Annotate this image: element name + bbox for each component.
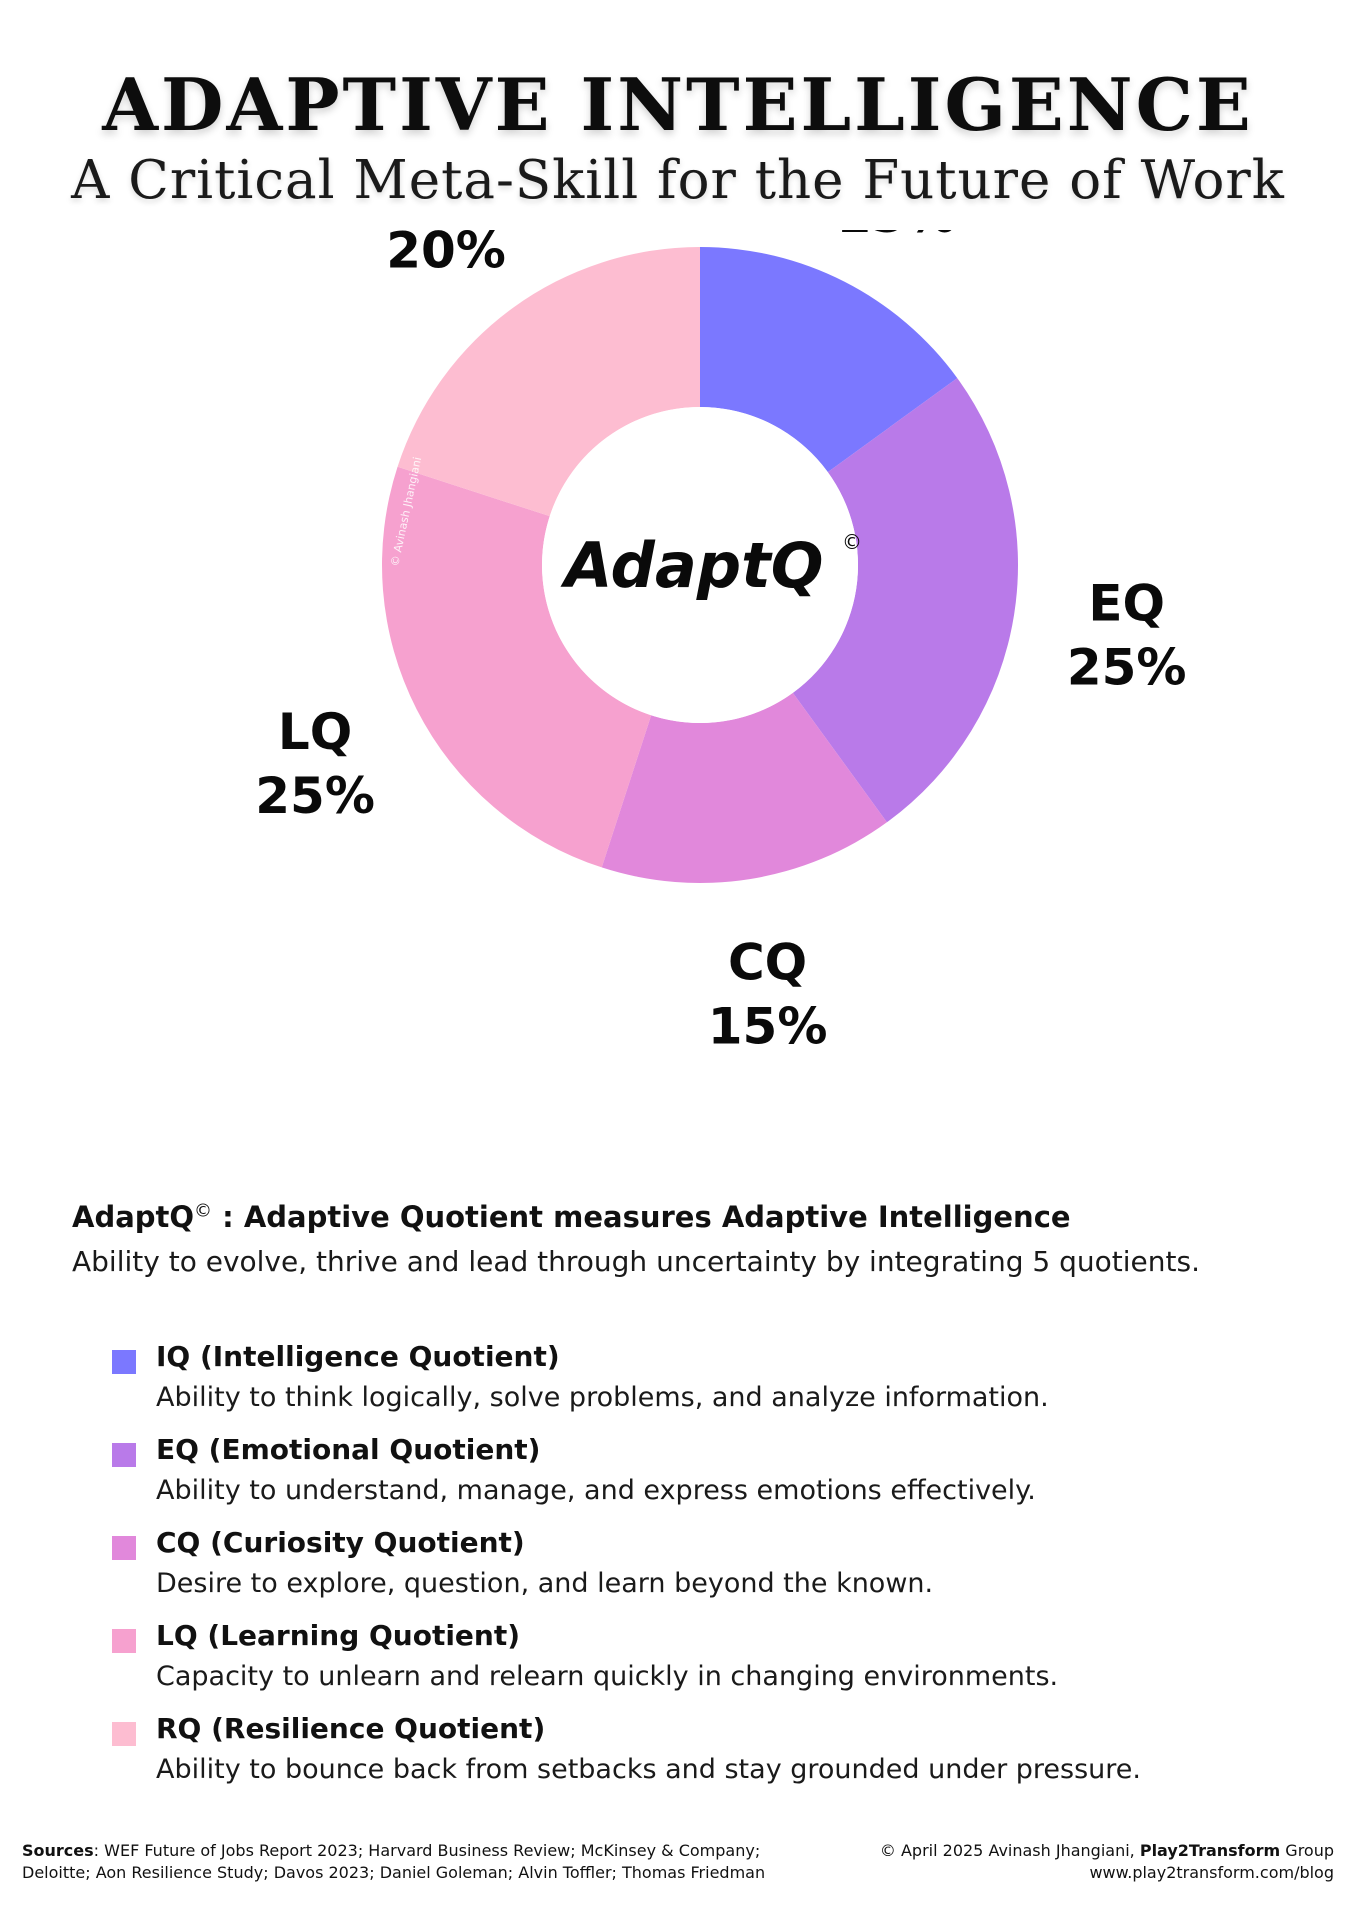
legend-name-iq: IQ (Intelligence Quotient) — [156, 1340, 560, 1373]
legend-item-iq: IQ (Intelligence Quotient) Ability to th… — [112, 1340, 1292, 1433]
definition-term: AdaptQ — [72, 1200, 195, 1234]
slice-label-cq: CQ — [728, 934, 807, 992]
slice-value-iq: 15% — [836, 230, 956, 244]
page-subtitle: A Critical Meta-Skill for the Future of … — [71, 150, 1285, 211]
sources-line-2: Deloitte; Aon Resilience Study; Davos 20… — [22, 1863, 766, 1882]
slice-value-rq: 20% — [386, 230, 506, 280]
slice-rq — [397, 247, 700, 517]
slice-cq — [601, 692, 887, 883]
center-copyright-mark: © — [842, 530, 862, 554]
legend-name-rq: RQ (Resilience Quotient) — [156, 1712, 546, 1745]
legend: IQ (Intelligence Quotient) Ability to th… — [112, 1340, 1292, 1805]
legend-desc-cq: Desire to explore, question, and learn b… — [156, 1568, 934, 1599]
legend-item-eq: EQ (Emotional Quotient) Ability to under… — [112, 1433, 1292, 1526]
legend-item-lq: LQ (Learning Quotient) Capacity to unlea… — [112, 1619, 1292, 1712]
credit-brand: Play2Transform — [1139, 1841, 1281, 1860]
legend-name-lq: LQ (Learning Quotient) — [156, 1619, 521, 1652]
credits: © April 2025 Avinash Jhangiani, Play2Tra… — [814, 1840, 1334, 1884]
legend-item-rq: RQ (Resilience Quotient) Ability to boun… — [112, 1712, 1292, 1805]
definition-heading-rest: : Adaptive Quotient measures Adaptive In… — [212, 1200, 1071, 1234]
legend-desc-iq: Ability to think logically, solve proble… — [156, 1382, 1049, 1413]
donut-hole — [542, 407, 858, 723]
legend-desc-lq: Capacity to unlearn and relearn quickly … — [156, 1661, 1059, 1692]
legend-name-eq: EQ (Emotional Quotient) — [156, 1433, 541, 1466]
definition-heading: AdaptQ© : Adaptive Quotient measures Ada… — [72, 1200, 1071, 1234]
page-title: ADAPTIVE INTELLIGENCE — [102, 62, 1254, 147]
legend-swatch-iq — [112, 1350, 136, 1374]
slice-value-lq: 25% — [255, 767, 375, 825]
center-label: AdaptQ — [559, 529, 823, 602]
legend-desc-rq: Ability to bounce back from setbacks and… — [156, 1754, 1141, 1785]
sources-note: Sources: WEF Future of Jobs Report 2023;… — [22, 1840, 802, 1884]
legend-desc-eq: Ability to understand, manage, and expre… — [156, 1475, 1036, 1506]
slice-label-eq: EQ — [1088, 575, 1165, 633]
definition-description: Ability to evolve, thrive and lead throu… — [72, 1245, 1200, 1278]
legend-swatch-rq — [112, 1722, 136, 1746]
legend-name-cq: CQ (Curiosity Quotient) — [156, 1526, 525, 1559]
slice-lq — [382, 466, 652, 868]
credit-url: www.play2transform.com/blog — [1089, 1863, 1334, 1882]
legend-swatch-eq — [112, 1443, 136, 1467]
credit-suffix: Group — [1280, 1841, 1334, 1860]
slice-iq — [700, 247, 958, 473]
legend-swatch-cq — [112, 1536, 136, 1560]
definition-mark: © — [194, 1200, 213, 1222]
sources-label: Sources — [22, 1841, 94, 1860]
credit-prefix: © April 2025 Avinash Jhangiani, — [879, 1841, 1140, 1860]
slice-eq — [792, 378, 1018, 823]
legend-item-cq: CQ (Curiosity Quotient) Desire to explor… — [112, 1526, 1292, 1619]
slice-value-cq: 15% — [708, 998, 828, 1056]
legend-swatch-lq — [112, 1629, 136, 1653]
slice-label-lq: LQ — [278, 703, 352, 761]
sources-line-1: : WEF Future of Jobs Report 2023; Harvar… — [93, 1841, 761, 1860]
slice-value-eq: 25% — [1067, 639, 1187, 697]
